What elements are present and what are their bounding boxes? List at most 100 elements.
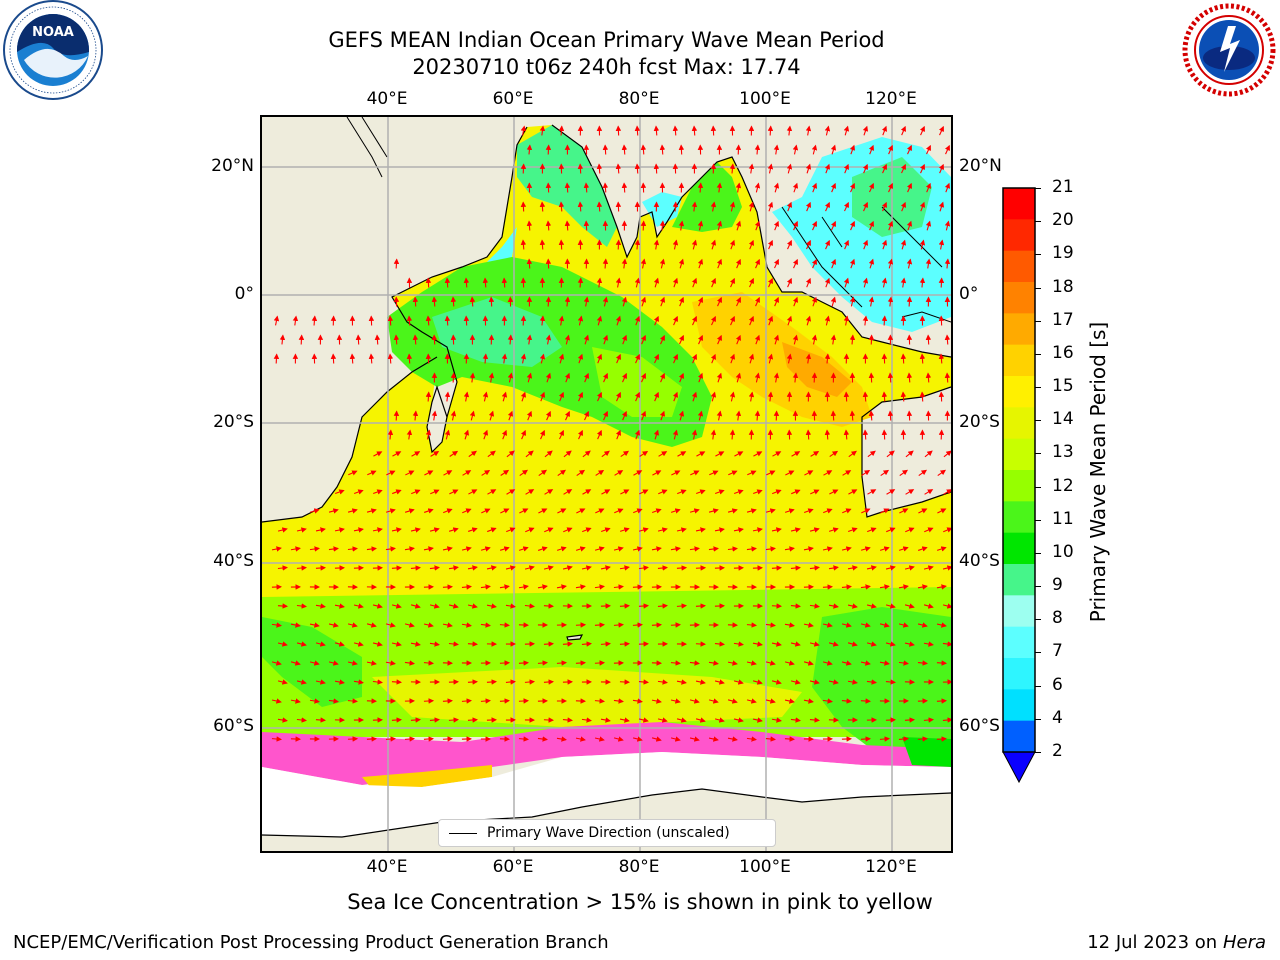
wave-arrow <box>843 315 850 326</box>
wave-arrow <box>842 508 852 514</box>
wave-arrow <box>803 622 814 628</box>
wave-arrow <box>393 334 400 345</box>
wave-arrow <box>671 470 681 476</box>
wave-arrow <box>353 679 364 685</box>
wave-arrow <box>923 603 934 609</box>
wave-arrow <box>311 315 318 326</box>
wave-arrow <box>925 258 932 269</box>
wave-arrow <box>689 546 700 552</box>
wave-arrow <box>809 641 820 647</box>
wave-arrow <box>349 353 356 364</box>
wave-arrow <box>621 182 628 193</box>
wave-arrow <box>697 296 703 307</box>
wave-arrow <box>505 679 516 685</box>
wave-arrow <box>277 527 288 533</box>
wave-arrow <box>406 353 413 364</box>
wave-arrow <box>735 334 742 345</box>
wave-arrow <box>366 736 378 742</box>
wave-arrow <box>467 527 478 533</box>
wave-arrow <box>425 315 432 326</box>
wave-arrow <box>315 565 327 571</box>
wave-arrow <box>537 546 548 552</box>
wave-arrow <box>879 584 890 590</box>
wave-arrow <box>906 296 913 307</box>
wave-arrow <box>444 429 451 440</box>
wave-arrow <box>824 125 831 136</box>
wave-arrow <box>545 334 552 345</box>
wave-arrow <box>659 258 666 269</box>
wave-arrow <box>691 239 698 250</box>
wave-arrow <box>519 469 529 477</box>
wave-arrow <box>442 698 454 704</box>
wave-arrow <box>443 470 453 476</box>
wave-arrow <box>767 125 774 136</box>
wave-arrow <box>366 660 377 666</box>
wave-arrow <box>315 641 326 647</box>
wave-arrow <box>822 546 833 552</box>
wave-arrow <box>881 239 888 250</box>
wave-arrow <box>691 391 698 402</box>
wave-arrow <box>347 508 358 514</box>
colorbar-tick-mark <box>1035 188 1041 189</box>
wave-arrow <box>752 679 763 685</box>
wave-arrow <box>619 565 630 571</box>
wave-arrow <box>505 565 516 571</box>
wave-arrow <box>309 508 320 514</box>
wave-arrow <box>803 698 814 704</box>
wave-arrow <box>746 660 757 666</box>
wave-arrow <box>862 163 868 174</box>
wave-arrow <box>860 698 872 704</box>
wave-arrow <box>538 469 547 477</box>
ocean-area <box>262 125 951 737</box>
lat-tick-right: 40°S <box>959 551 1000 571</box>
wave-arrow <box>886 489 896 495</box>
wave-arrow <box>691 315 697 326</box>
wave-arrow <box>634 277 641 288</box>
wave-arrow <box>847 603 858 609</box>
colorbar-tick: 16 <box>1052 342 1074 363</box>
wave-arrow <box>520 315 527 326</box>
wave-arrow <box>752 489 763 495</box>
wave-arrow <box>697 220 704 231</box>
wave-arrow <box>810 489 820 495</box>
wave-arrow <box>538 508 548 514</box>
wave-arrow <box>653 429 660 440</box>
wave-arrow <box>347 660 358 666</box>
wave-arrow <box>596 315 603 326</box>
wave-arrow <box>843 277 850 288</box>
wave-arrow <box>689 698 700 704</box>
wave-arrow <box>790 527 801 533</box>
wave-arrow <box>824 429 831 440</box>
wave-arrow <box>773 258 779 269</box>
wave-arrow <box>885 641 896 647</box>
wave-arrow <box>843 125 850 136</box>
wave-arrow <box>676 565 688 571</box>
wave-arrow <box>410 527 421 533</box>
wave-arrow <box>828 603 839 609</box>
colorbar-tick: 14 <box>1052 409 1074 430</box>
colorbar-segment <box>1003 219 1035 252</box>
wave-arrow <box>334 603 345 609</box>
wave-arrow <box>847 641 858 647</box>
wave-arrow <box>809 603 820 609</box>
wave-arrow <box>296 679 307 685</box>
wave-arrow <box>670 622 682 628</box>
colorbar-tick-mark <box>1035 453 1041 455</box>
colorbar-segment <box>1003 532 1035 565</box>
wave-arrow <box>898 736 909 742</box>
wave-arrow <box>487 489 497 495</box>
wave-arrow <box>309 698 320 704</box>
wave-arrow <box>810 451 820 457</box>
wave-arrow <box>729 429 736 440</box>
wave-arrow <box>558 125 565 136</box>
wave-arrow <box>803 546 814 552</box>
wave-arrow <box>387 353 394 364</box>
wave-arrow <box>811 220 817 231</box>
wave-arrow <box>429 641 440 647</box>
wave-arrow <box>919 353 926 364</box>
wave-arrow <box>613 546 624 552</box>
wave-arrow <box>621 372 627 383</box>
nws-logo-icon <box>1181 2 1277 98</box>
wave-arrow <box>784 736 796 742</box>
wave-arrow <box>334 489 345 495</box>
